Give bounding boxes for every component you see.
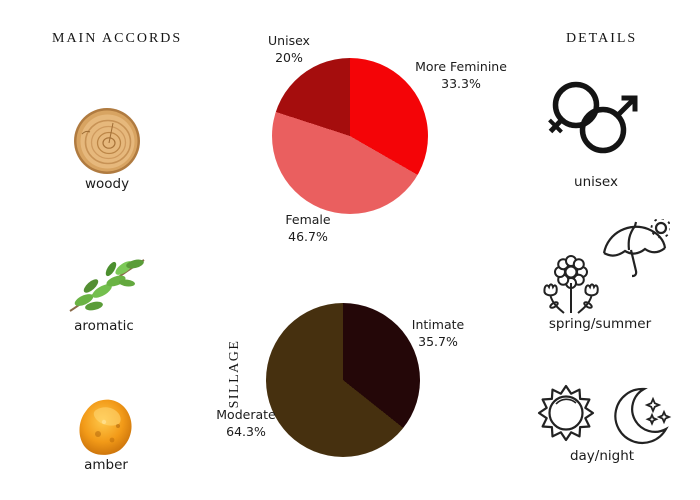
- beach-umbrella-sun-icon: [600, 219, 670, 283]
- pie-label-unisex: Unisex 20%: [268, 33, 310, 65]
- detail-label-day-night: day/night: [569, 448, 635, 464]
- pie-label-more-feminine: More Feminine 33.3%: [415, 59, 507, 91]
- detail-label-spring-summer: spring/summer: [548, 316, 652, 332]
- sillage-pie-chart: [266, 303, 420, 457]
- moon-stars-icon: [606, 383, 672, 448]
- pie-label-female: Female 46.7%: [285, 212, 331, 244]
- details-heading: DETAILS: [566, 31, 638, 46]
- flowers-icon: [540, 252, 602, 314]
- amber-stone-image: [74, 396, 136, 460]
- female-male-interlocked-icon: [545, 74, 640, 160]
- sillage-axis-title: SILLAGE: [227, 339, 242, 409]
- gender-pie-chart: [272, 58, 428, 214]
- accord-label-aromatic: aromatic: [74, 318, 134, 334]
- sun-icon: [536, 379, 598, 447]
- accord-label-woody: woody: [84, 176, 130, 192]
- pie-label-intimate: Intimate 35.7%: [411, 317, 465, 349]
- wood-slice-image: [72, 106, 142, 176]
- detail-label-unisex: unisex: [574, 174, 618, 190]
- accord-label-amber: amber: [84, 457, 128, 473]
- main-accords-heading: MAIN ACCORDS: [52, 31, 183, 46]
- green-sprig-image: [64, 253, 150, 319]
- pie-label-moderate: Moderate 64.3%: [216, 407, 276, 439]
